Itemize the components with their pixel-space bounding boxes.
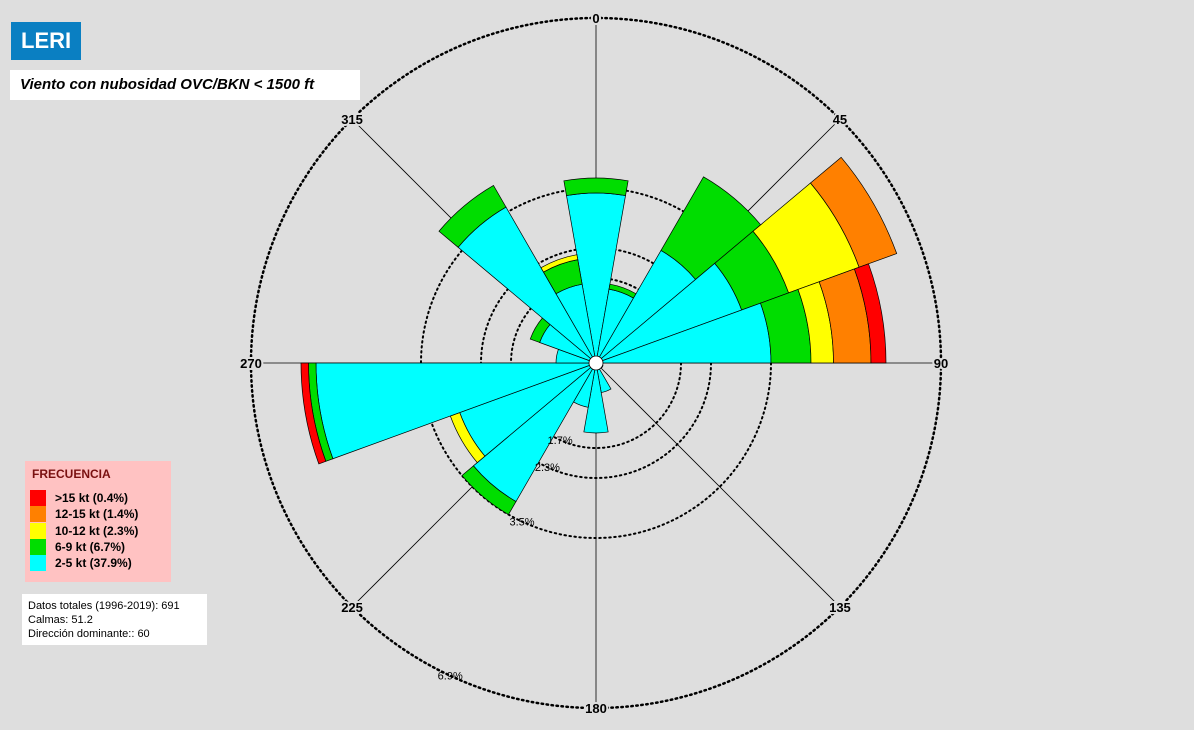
- sector-180-2-5-kt: [583, 362, 609, 434]
- frequency-legend: FRECUENCIA >15 kt (0.4%) 12-15 kt (1.4%)…: [25, 461, 171, 582]
- sector-0-6-9-kt: [563, 177, 629, 196]
- legend-label: 6-9 kt (6.7%): [55, 540, 126, 554]
- ring-label-1.7%: 1.7%: [548, 435, 573, 447]
- dominant-direction-line: Dirección dominante:: 60: [28, 628, 150, 640]
- ring-label-3.5%: 3.5%: [510, 517, 535, 529]
- direction-label-180: 180: [585, 701, 607, 716]
- direction-label-315: 315: [341, 112, 363, 127]
- summary-box: Datos totales (1996-2019): 691 Calmas: 5…: [22, 594, 207, 645]
- ring-label-6.9%: 6.9%: [438, 671, 463, 683]
- legend-swatch: [30, 555, 46, 571]
- legend-swatch: [30, 523, 46, 539]
- legend-swatch: [30, 539, 46, 555]
- direction-label-135: 135: [829, 600, 851, 615]
- legend-swatch: [30, 490, 46, 506]
- legend-label: 12-15 kt (1.4%): [55, 507, 139, 521]
- sector-320-6-9-kt: [438, 184, 507, 248]
- total-data-line: Datos totales (1996-2019): 691: [28, 600, 180, 612]
- legend-label: 2-5 kt (37.9%): [55, 556, 132, 570]
- sector-80--15-kt: [853, 263, 887, 364]
- ring-labels: 1.7% 2.3% 3.5% 6.9%: [438, 435, 573, 683]
- sector-340-10-12-kt: [540, 254, 579, 273]
- direction-label-90: 90: [934, 356, 948, 371]
- ring-label-2.3%: 2.3%: [535, 462, 560, 474]
- legend-title: FRECUENCIA: [32, 467, 111, 481]
- calm-center: [588, 355, 604, 371]
- wind-sectors: [300, 156, 898, 516]
- station-code: LERI: [11, 22, 82, 60]
- sector-220-6-9-kt: [461, 465, 517, 516]
- direction-label-270: 270: [240, 356, 262, 371]
- direction-label-225: 225: [341, 600, 363, 615]
- spoke-135: [595, 362, 841, 608]
- sector-60-12-15-kt: [809, 156, 898, 268]
- legend-label: 10-12 kt (2.3%): [55, 524, 139, 538]
- direction-label-0: 0: [592, 11, 599, 26]
- chart-subtitle: Viento con nubosidad OVC/BKN < 1500 ft: [10, 70, 360, 100]
- legend-swatch: [30, 506, 46, 522]
- calms-line: Calmas: 51.2: [28, 614, 93, 626]
- sector-260--15-kt: [300, 362, 327, 465]
- legend-label: >15 kt (0.4%): [55, 491, 129, 505]
- direction-labels: 0 45 90 135 180 225 270 315: [238, 9, 950, 718]
- direction-label-45: 45: [833, 112, 847, 127]
